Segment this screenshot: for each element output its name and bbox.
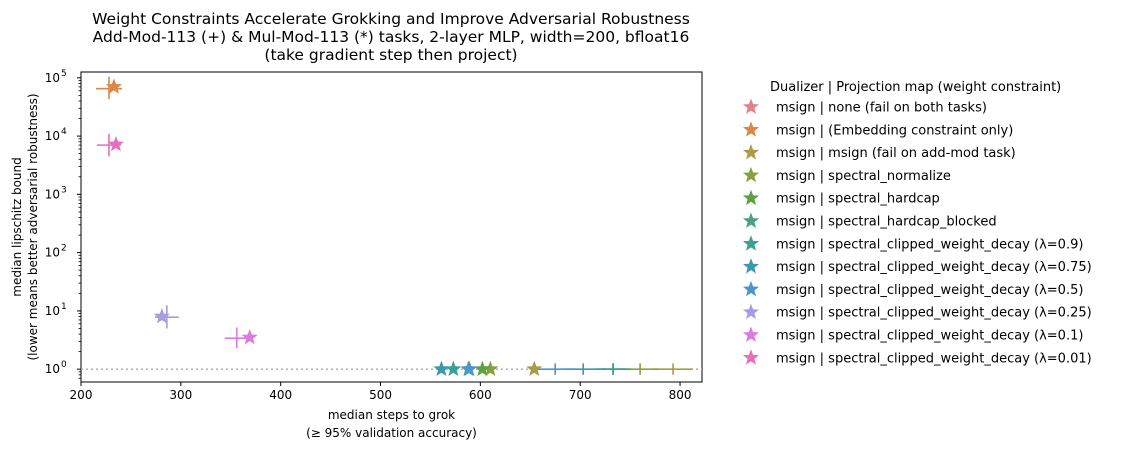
x-tick-label: 400: [269, 388, 292, 402]
legend-entry: msign | spectral_clipped_weight_decay (λ…: [776, 351, 1092, 366]
legend-marker: [742, 280, 760, 297]
legend-entry: msign | spectral_clipped_weight_decay (λ…: [776, 329, 1083, 344]
y-tick-exponent: 1: [61, 302, 67, 312]
legend-marker: [742, 166, 760, 183]
x-tick-label: 200: [70, 388, 93, 402]
x-tick-label: 500: [369, 388, 392, 402]
x-tick-label: 600: [469, 388, 492, 402]
errorbar-crosses: [95, 76, 694, 375]
legend-entry: msign | none (fail on both tasks): [776, 101, 987, 116]
data-point-star: [107, 135, 125, 152]
legend-marker: [742, 235, 760, 251]
data-point-star: [526, 360, 543, 377]
x-axis-label: median steps to grok (≥ 95% validation ac…: [306, 408, 477, 440]
y-tick-exponent: 3: [61, 185, 67, 195]
legend-entry: msign | spectral_normalize: [776, 169, 951, 184]
legend-entry: msign | (Embedding constraint only): [776, 123, 1013, 138]
legend-entry: msign | spectral_clipped_weight_decay (λ…: [776, 260, 1092, 275]
y-tick-exponent: 0: [61, 360, 67, 370]
legend-marker: [742, 258, 760, 274]
plot-area: [80, 71, 703, 383]
data-point-star: [105, 78, 123, 94]
x-tick-label: 300: [169, 388, 192, 402]
legend-marker: [742, 326, 760, 342]
y-axis-label: median lipschitz bound (lower means bette…: [10, 93, 40, 360]
title-line: Weight Constraints Accelerate Grokking a…: [92, 10, 690, 28]
legend-marker: [742, 189, 760, 206]
x-tick-label: 700: [569, 388, 592, 402]
legend: Dualizer | Projection map (weight constr…: [742, 80, 1092, 366]
legend-marker: [742, 98, 760, 114]
x-axis-label-line: (≥ 95% validation accuracy): [306, 426, 477, 440]
legend-entry: msign | spectral_clipped_weight_decay (λ…: [776, 237, 1083, 252]
y-tick-label: 10: [45, 246, 60, 260]
y-tick-label: 10: [45, 129, 60, 143]
y-tick-exponent: 5: [61, 69, 67, 79]
x-axis: 200 300 400 500 600 700 800: [70, 382, 692, 402]
legend-marker: [742, 144, 760, 160]
data-point-star: [474, 360, 491, 377]
data-point-star: [445, 360, 462, 377]
x-axis-label-line: median steps to grok: [328, 408, 455, 422]
title-line: (take gradient step then project): [264, 46, 517, 64]
legend-entry: msign | msign (fail on add-mod task): [776, 146, 1016, 161]
legend-entry: msign | spectral_hardcap_blocked: [776, 215, 997, 230]
legend-entry: msign | spectral_clipped_weight_decay (λ…: [776, 283, 1083, 298]
y-tick-exponent: 2: [61, 244, 67, 254]
title-line: Add-Mod-113 (+) & Mul-Mod-113 (*) tasks,…: [93, 28, 690, 46]
data-point-star: [482, 360, 499, 377]
y-tick-label: 10: [45, 362, 60, 376]
legend-marker: [742, 303, 760, 320]
data-point-star: [241, 328, 258, 345]
data-point-star: [433, 360, 450, 377]
x-tick-label: 800: [669, 388, 692, 402]
legend-entry: msign | spectral_hardcap: [776, 192, 940, 207]
legend-entry: msign | spectral_clipped_weight_decay (λ…: [776, 306, 1092, 321]
y-tick-label: 10: [45, 71, 60, 85]
legend-marker: [742, 212, 760, 228]
y-tick-label: 10: [45, 304, 60, 318]
legend-marker: [742, 349, 760, 365]
data-points: [105, 78, 543, 377]
legend-title: Dualizer | Projection map (weight constr…: [770, 80, 1061, 95]
data-point-star: [153, 308, 170, 324]
y-tick-exponent: 4: [61, 127, 67, 137]
y-tick-label: 10: [45, 187, 60, 201]
y-axis-label-line: (lower means better adversarial robustne…: [26, 93, 40, 360]
chart-title: Weight Constraints Accelerate Grokking a…: [92, 10, 690, 64]
y-axis-label-line: median lipschitz bound: [10, 157, 24, 296]
legend-marker: [742, 121, 760, 137]
plot-frame: [80, 71, 703, 383]
data-point-star: [461, 360, 478, 377]
